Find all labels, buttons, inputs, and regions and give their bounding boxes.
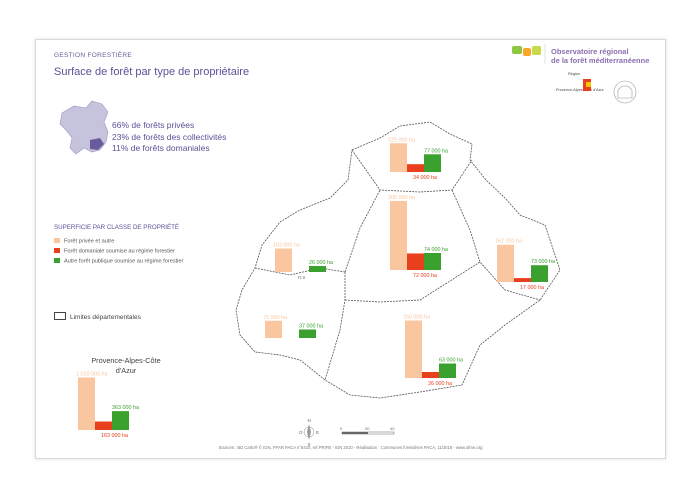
stat-communal: 23% de forêts des collectivités: [112, 131, 227, 142]
boundary-ahp-east: [451, 189, 541, 301]
boundary-ahp-west: [344, 189, 381, 273]
boundary-hautes-alpes: [351, 149, 473, 193]
section-label: GESTION FORESTIÈRE: [54, 52, 132, 59]
label-hautes-alpes-public: 77 000 ha: [424, 148, 448, 154]
legend-swatch-private: [54, 238, 60, 243]
label-bouches-du-rhone-private: 75 000 ha: [263, 315, 287, 321]
stat-domanial: 11% de forêts domaniales: [112, 143, 210, 153]
bar-regional-public: [112, 411, 129, 430]
bar-regional-domaniale: [95, 421, 112, 430]
region-logo-text: Région Provence-Alpes-Côte d'Azur: [556, 72, 604, 92]
observatory-line-1: Observatoire régional: [551, 47, 629, 56]
legend-swatch-public: [54, 258, 60, 263]
bar-vaucluse-private: [275, 248, 292, 272]
stats-block: 66% de forêts privées 23% de forêts des …: [112, 120, 226, 155]
label-var-private: 250 000 ha: [403, 315, 430, 321]
limits-label: Limites départementales: [70, 314, 141, 321]
label-alpes-de-haute-provence-domaniale: 72 000 ha: [413, 273, 437, 279]
bar-vaucluse-public: [309, 266, 326, 272]
department-limits-legend: Limites départementales: [54, 312, 141, 321]
legend-item-domaniale: Forêt domaniale soumise au régime forest…: [54, 248, 175, 255]
label-regional-private: 1 010 000 ha: [76, 371, 107, 377]
department-boundaries: [235, 121, 561, 399]
observatory-logo-icon: [512, 44, 546, 64]
label-bouches-du-rhone-public: 37 000 ha: [299, 323, 323, 329]
scale-tick-0: 0: [340, 426, 343, 431]
compass-e: E: [316, 430, 319, 435]
label-hautes-alpes-private: 125 000 ha: [388, 137, 415, 143]
bar-alpes-maritimes-private: [497, 244, 514, 282]
bar-groups: 125 000 ha 34 000 ha 77 000 ha 300 000 ha 72…: [76, 137, 555, 439]
sources-footer: Sources : BD Carto® © IGN, PFAR PACA n°8…: [218, 445, 483, 450]
compass-n: N: [308, 418, 311, 423]
bar-var-domaniale: [422, 372, 439, 378]
bar-var-private: [405, 320, 422, 378]
region-logo-icon: [583, 79, 591, 91]
region-line-1: Région: [568, 72, 581, 76]
stat-private: 66% de forêts privées: [112, 120, 195, 130]
bar-var-public: [439, 363, 456, 378]
label-alpes-maritimes-public: 73 000 ha: [531, 259, 555, 265]
label-alpes-maritimes-domaniale: 17 000 ha: [520, 285, 544, 291]
compass-o: O: [299, 430, 303, 435]
bar-alpes-de-haute-provence-domaniale: [407, 253, 424, 270]
boundary-vaucluse: [254, 267, 346, 276]
compass-s: S: [308, 442, 311, 447]
scale-tick-40: 40: [390, 426, 395, 431]
bar-regional-private: [78, 377, 95, 430]
label-alpes-de-haute-provence-private: 300 000 ha: [388, 195, 415, 201]
label-alpes-de-haute-provence-public: 74 000 ha: [424, 247, 448, 253]
legend-item-public: Autre forêt publique soumise au régime f…: [54, 258, 183, 265]
bar-bouches-du-rhone-private: [265, 320, 282, 338]
boundary-bdr-var: [324, 272, 346, 381]
observatory-logo-text: Observatoire régional de la forêt médite…: [551, 47, 649, 65]
region-total-title-line-1: Provence-Alpes-Côte: [91, 356, 161, 365]
legend-label-public: Autre forêt publique soumise au régime f…: [64, 258, 184, 265]
bar-alpes-maritimes-domaniale: [514, 278, 531, 282]
scale-bar: 0 20 40: [340, 426, 395, 435]
boundary-var-north: [344, 261, 481, 303]
bar-hautes-alpes-public: [424, 154, 441, 172]
boundary-region-outline: [235, 121, 561, 399]
bar-alpes-de-haute-provence-public: [424, 252, 441, 270]
bar-hautes-alpes-domaniale: [407, 164, 424, 172]
label-vaucluse-private: 102 000 ha: [273, 243, 300, 249]
limits-swatch: [54, 312, 66, 320]
bar-alpes-maritimes-public: [531, 265, 548, 282]
legend-label-domaniale: Forêt domaniale soumise au régime forest…: [64, 248, 175, 255]
label-regional-domaniale: 163 000 ha: [101, 433, 128, 439]
label-var-domaniale: 26 000 ha: [428, 381, 452, 387]
label-regional-public: 363 000 ha: [112, 405, 139, 411]
legend-label-private: Forêt privée et autre: [64, 238, 115, 245]
legend-swatch-domaniale: [54, 248, 60, 253]
region-total-title: Provence-Alpes-Côte d'Azur: [76, 356, 176, 375]
scale-tick-20: 20: [365, 426, 370, 431]
region-total-title-line-2: d'Azur: [115, 365, 137, 375]
department-seal-icon: [613, 80, 637, 104]
observatory-line-2: de la forêt méditerranéenne: [551, 56, 650, 65]
page-title: Surface de forêt par type de propriétair…: [54, 66, 250, 78]
label-var-public: 63 000 ha: [439, 358, 463, 364]
france-paca-highlight: [90, 138, 104, 150]
label-hautes-alpes-domaniale: 34 000 ha: [413, 175, 437, 181]
map-sheet: GESTION FORESTIÈRE Surface de forêt par …: [35, 39, 666, 459]
label-vaucluse-domaniale: n.s: [298, 275, 305, 281]
label-vaucluse-public: 26 000 ha: [309, 260, 333, 266]
bar-alpes-de-haute-provence-private: [390, 201, 407, 270]
label-alpes-maritimes-private: 162 000 ha: [495, 239, 522, 245]
legend-item-private: Forêt privée et autre: [54, 238, 114, 245]
legend-title: SUPERFICIE PAR CLASSE DE PROPRIÉTÉ: [54, 224, 180, 231]
region-line-2: Provence-Alpes-Côte d'Azur: [556, 88, 604, 92]
france-locator-map: [59, 100, 109, 155]
bar-bouches-du-rhone-public: [299, 329, 316, 338]
compass-rose: N S E O: [299, 418, 319, 447]
bar-hautes-alpes-private: [390, 143, 407, 172]
